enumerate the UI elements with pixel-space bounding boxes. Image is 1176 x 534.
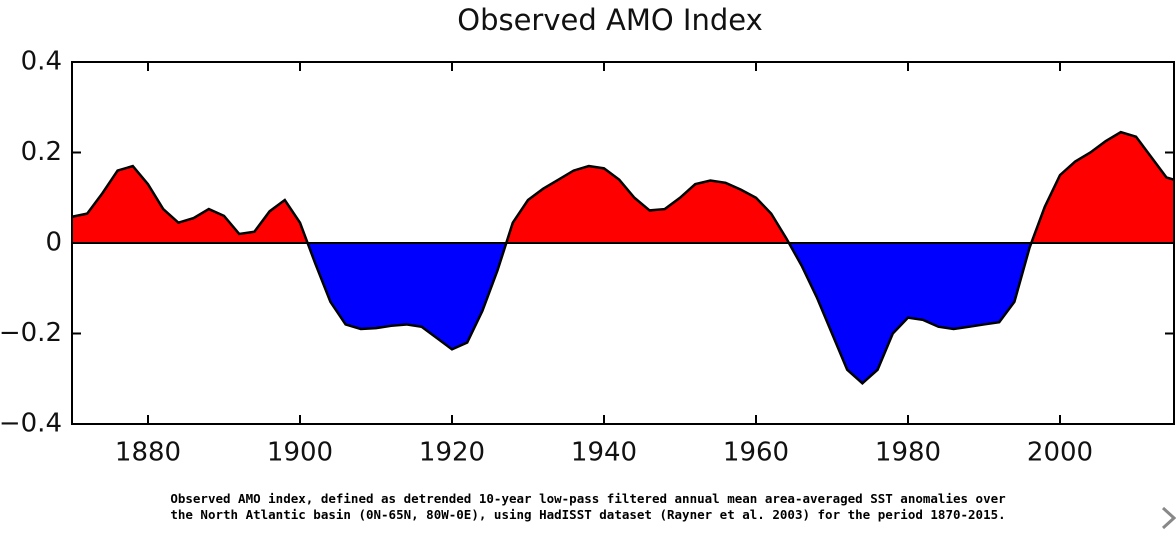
x-tick-label: 1880 [115,438,181,468]
index-line [71,130,1175,385]
y-tick-label: 0.4 [21,47,62,77]
y-tick-label: −0.4 [0,409,62,439]
next-arrow[interactable] [1161,506,1176,530]
caption-line: Observed AMO index, defined as detrended… [170,491,1006,506]
x-tick-label: 1920 [419,438,485,468]
x-tick-label: 1900 [267,438,333,468]
caption: Observed AMO index, defined as detrended… [0,491,1176,523]
x-tick-label: 1940 [571,438,637,468]
y-tick-label: −0.2 [0,318,62,348]
y-tick-label: 0.2 [21,137,62,167]
positive-area [72,132,1174,243]
y-tick-label: 0 [45,228,62,258]
x-tick-label: 2000 [1027,438,1093,468]
x-tick-label: 1980 [875,438,941,468]
x-tick-label: 1960 [723,438,789,468]
chart-title: Observed AMO Index [457,3,762,37]
negative-area [72,243,1174,384]
caption-line: the North Atlantic basin (0N-65N, 80W-0E… [170,507,1006,522]
